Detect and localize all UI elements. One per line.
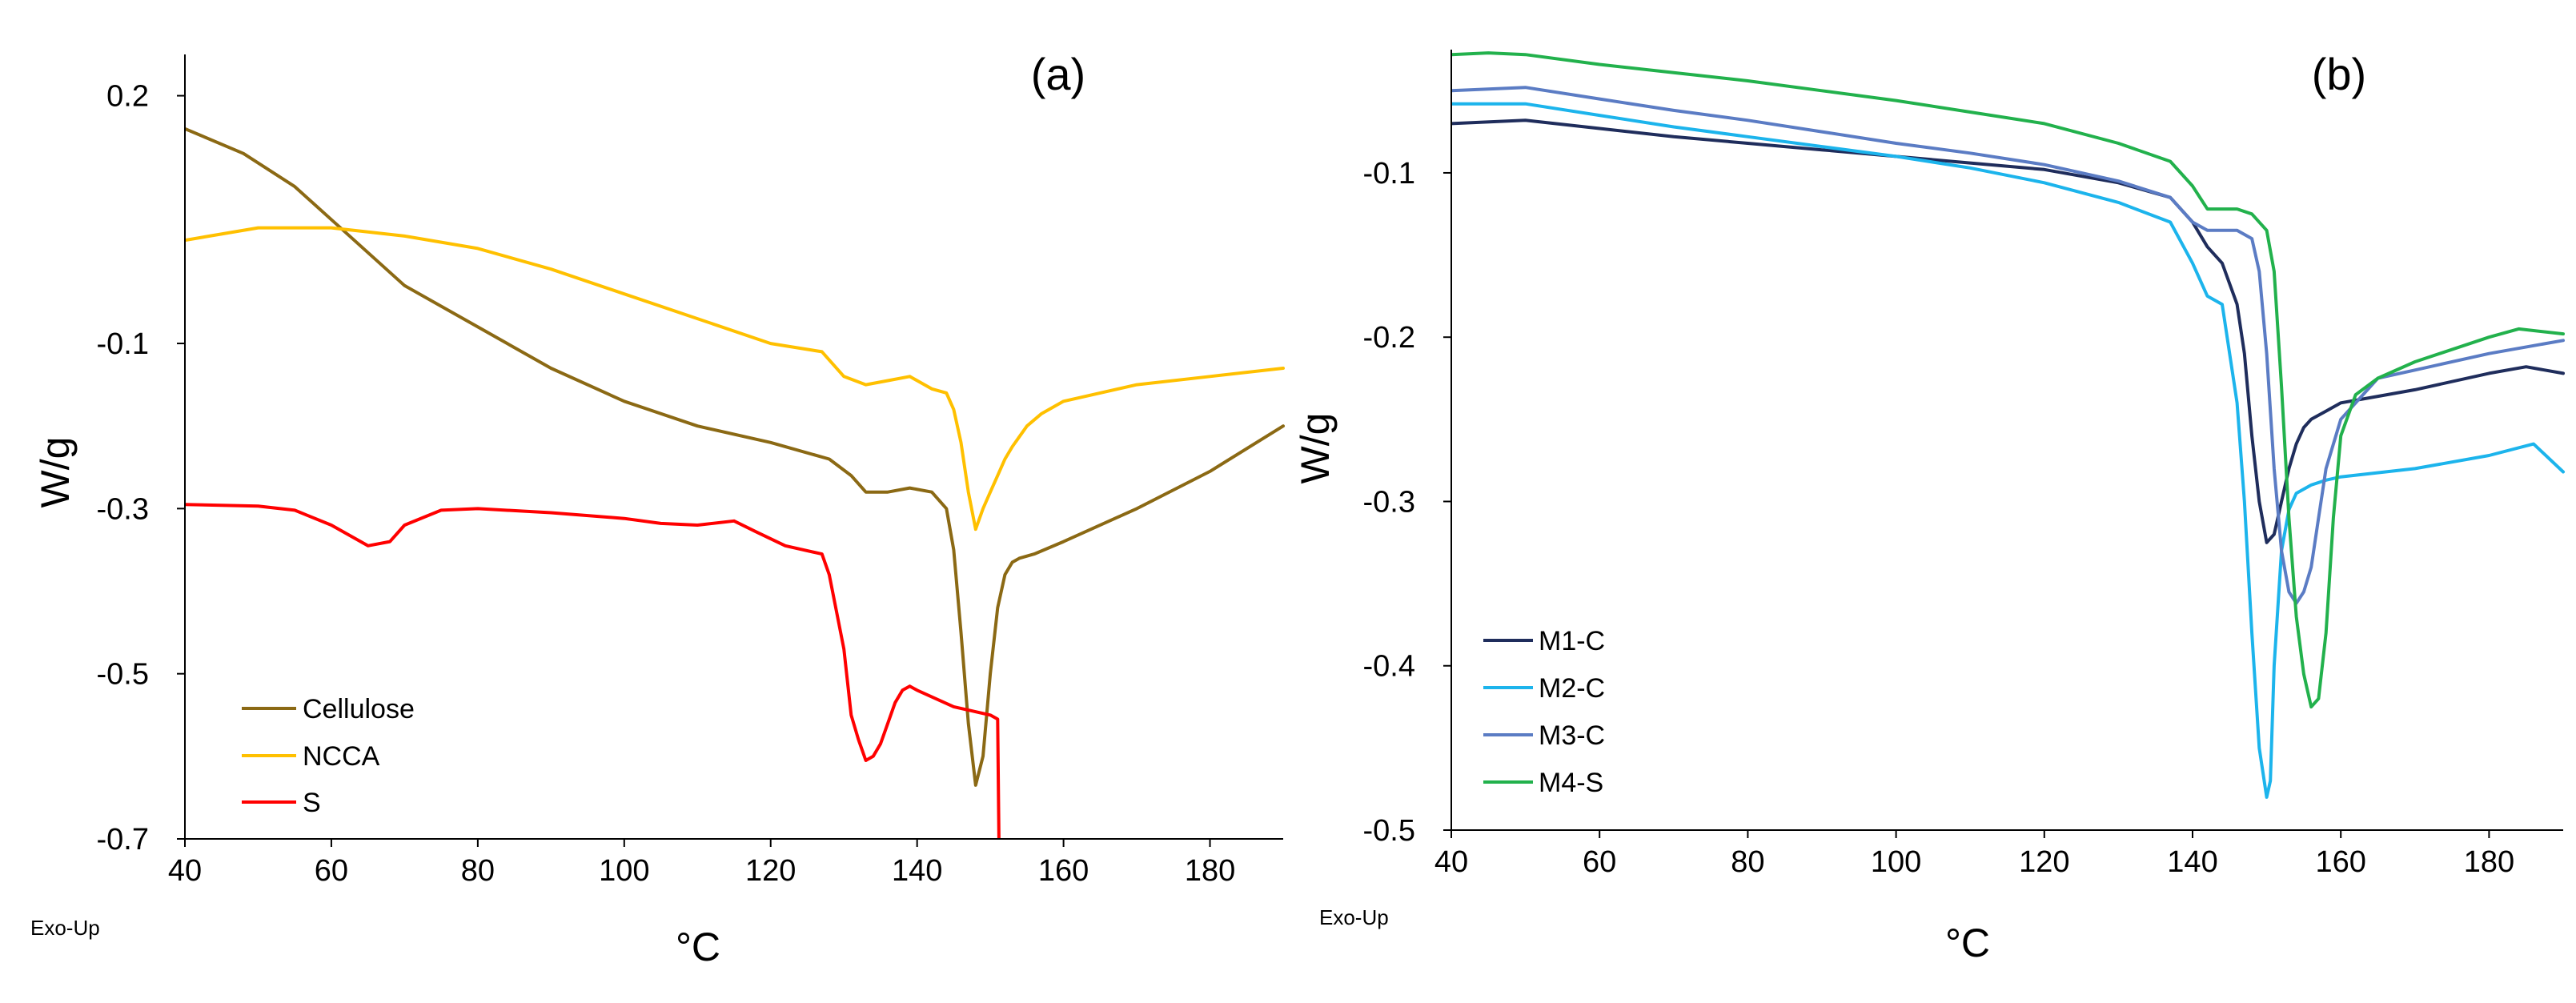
panel-a-exo-up-label: Exo-Up xyxy=(30,916,100,940)
panel-a-x-tick-label: 120 xyxy=(745,854,796,888)
panel-a-x-tick-label: 60 xyxy=(315,854,348,888)
panel-b-series-m4-s-line xyxy=(1451,51,2565,709)
legend-label-s: S xyxy=(303,788,321,818)
panel-a-series-group xyxy=(185,126,1285,839)
panel-b-exo-up-label: Exo-Up xyxy=(1319,905,1389,929)
panel-b-label: (b) xyxy=(2312,49,2366,99)
panel-b-x-tick-label: 140 xyxy=(2167,845,2217,879)
panel-b-y-axis-title: W/g xyxy=(1293,413,1338,484)
panel-a-y-tick-label: -0.1 xyxy=(97,327,149,361)
panel-a-x-axis-title: °C xyxy=(676,925,720,969)
legend-label-m4-s: M4-S xyxy=(1539,768,1603,798)
panel-a-x-tick-label: 180 xyxy=(1185,854,1235,888)
panel-b-series-m1-c-line xyxy=(1451,118,2565,544)
panel-a-series-ncca-line xyxy=(185,226,1285,532)
panel-a-series-s-line xyxy=(185,503,1001,839)
panel-a-x-tick-label: 100 xyxy=(599,854,649,888)
panel-b-x-tick-label: 80 xyxy=(1731,845,1764,879)
panel-b-series-m3-c-line xyxy=(1451,86,2565,605)
panel-a-label: (a) xyxy=(1031,49,1085,99)
panel-a-y-ticks: 0.2 -0.1 -0.3 -0.5 -0.7 xyxy=(97,80,185,857)
panel-b-x-tick-label: 180 xyxy=(2464,845,2514,879)
panel-b-series-m2-c-line xyxy=(1451,102,2565,799)
panel-a-y-tick-label: -0.5 xyxy=(97,658,149,692)
panel-b-x-tick-label: 40 xyxy=(1434,845,1468,879)
legend-label-cellulose: Cellulose xyxy=(303,694,415,724)
legend-label-m3-c: M3-C xyxy=(1539,720,1605,751)
panel-a-series-cellulose-line xyxy=(185,126,1285,787)
panel-b-y-tick-label: -0.3 xyxy=(1363,485,1415,519)
panel-b-series-group xyxy=(1451,51,2565,799)
panel-b-y-tick-label: -0.5 xyxy=(1363,814,1415,848)
panel-b-x-tick-label: 60 xyxy=(1583,845,1616,879)
panel-a-x-tick-label: 140 xyxy=(892,854,942,888)
panel-a-y-tick-label: 0.2 xyxy=(106,80,149,114)
panel-b: 40 60 80 100 120 140 160 180 -0.1-0.2-0.3-0.4-0… xyxy=(1293,49,2565,965)
panel-b-y-tick-label: -0.1 xyxy=(1363,157,1415,191)
panel-b-y-ticks: -0.1 -0.2 -0.3 -0.4 -0.5 xyxy=(1363,157,1451,848)
legend-label-m2-c: M2-C xyxy=(1539,673,1605,704)
panel-b-x-tick-label: 160 xyxy=(2315,845,2365,879)
panel-b-x-axis-title: °C xyxy=(1945,921,1990,965)
panel-a-legend: Cellulose NCCA S xyxy=(242,694,415,818)
panel-a: 40 60 80 100 120 140 160 180 0.2 -0.1 -0.3 -0.5 -0.… xyxy=(30,49,1285,969)
panel-b-x-ticks: 40 60 80 100 120 140 160 180 xyxy=(1434,830,2514,879)
panel-a-x-tick-label: 160 xyxy=(1038,854,1089,888)
legend-label-ncca: NCCA xyxy=(303,741,380,772)
panel-a-x-tick-label: 80 xyxy=(461,854,495,888)
panel-b-x-tick-label: 100 xyxy=(1871,845,1921,879)
panel-a-y-axis-title: W/g xyxy=(33,437,78,508)
panel-b-legend: M1-C M2-C M3-C M4-S xyxy=(1483,626,1605,798)
panel-a-y-tick-label: -0.7 xyxy=(97,823,149,857)
panel-b-x-tick-label: 120 xyxy=(2019,845,2069,879)
panel-b-y-tick-label: -0.2 xyxy=(1363,321,1415,355)
panel-a-x-ticks: 40 60 80 100 120 140 160 180 xyxy=(168,839,1235,888)
panel-b-y-tick-label: -0.4 xyxy=(1363,650,1415,684)
panel-a-y-tick-label: -0.3 xyxy=(97,492,149,526)
legend-label-m1-c: M1-C xyxy=(1539,626,1605,656)
panel-a-x-tick-label: 40 xyxy=(168,854,202,888)
